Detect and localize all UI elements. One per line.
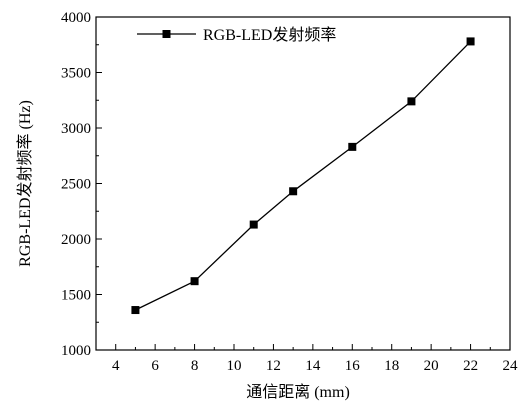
x-tick-label: 12 <box>266 358 281 374</box>
y-tick-label: 3500 <box>61 66 91 82</box>
legend-label: RGB-LED发射频率 <box>203 26 336 44</box>
data-point <box>348 142 357 151</box>
x-tick-label: 20 <box>424 358 439 374</box>
y-tick-label: 2000 <box>61 232 91 248</box>
x-tick-label: 4 <box>112 358 120 374</box>
x-tick-label: 16 <box>345 358 361 374</box>
y-tick-label: 1500 <box>61 288 91 304</box>
x-tick-label: 14 <box>305 358 321 374</box>
y-tick-label: 4000 <box>61 10 91 26</box>
data-point <box>131 306 140 315</box>
series-line <box>135 40 472 311</box>
x-tick-label: 22 <box>463 358 478 374</box>
legend: RGB-LED发射频率 <box>137 26 336 44</box>
x-tick-label: 18 <box>384 358 399 374</box>
data-point <box>190 277 199 286</box>
series-layer <box>131 37 475 315</box>
data-point <box>407 97 416 106</box>
legend-marker <box>162 30 171 38</box>
data-point <box>289 187 298 196</box>
y-tick-label: 3000 <box>61 121 91 137</box>
data-point <box>466 37 475 46</box>
x-tick-label: 6 <box>151 358 159 374</box>
x-axis-title: 通信距离 (mm) <box>246 383 350 401</box>
y-tick-label: 1000 <box>61 343 91 359</box>
data-point <box>249 220 258 229</box>
y-tick-label: 2500 <box>61 177 91 193</box>
x-tick-label: 10 <box>227 358 242 374</box>
y-axis-title: RGB-LED发射频率 (Hz) <box>16 100 34 267</box>
ticks: 4 6 8 10 12 14 16 18 20 22 24 1000 1500 2000 2500 3000 3… <box>61 10 518 374</box>
x-tick-label: 8 <box>191 358 199 374</box>
x-tick-label: 24 <box>503 358 519 374</box>
